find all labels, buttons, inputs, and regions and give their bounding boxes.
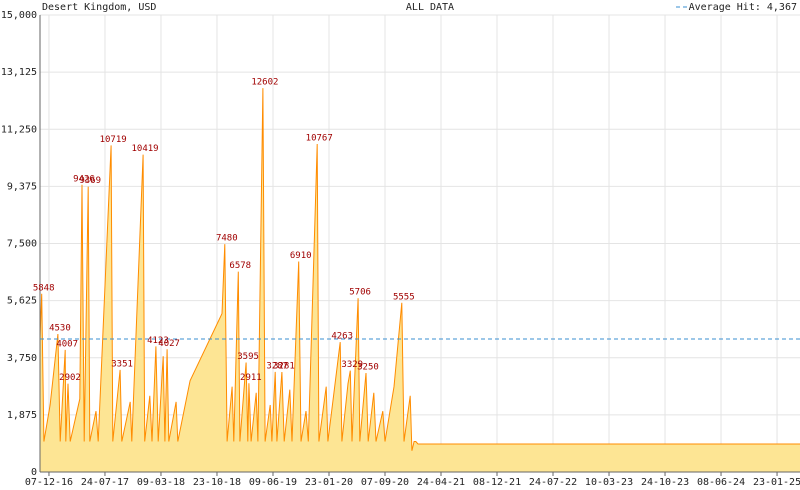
area-fill (40, 88, 800, 472)
data-label: 6910 (290, 251, 312, 261)
data-label: 6578 (229, 261, 251, 271)
x-tick-label: 24-07-17 (81, 477, 129, 488)
data-label: 3329 (341, 360, 363, 370)
area-line (39, 88, 800, 451)
x-tick-label: 23-01-20 (305, 477, 353, 488)
y-tick-label: 9,375 (7, 181, 37, 192)
y-tick-label: 11,250 (1, 124, 37, 135)
data-label: 10767 (306, 133, 333, 143)
data-label: 5555 (393, 292, 415, 302)
x-tick-label: 10-03-23 (585, 477, 633, 488)
x-tick-label: 09-03-18 (137, 477, 185, 488)
data-label: 4027 (158, 339, 180, 349)
x-tick-label: 07-12-16 (25, 477, 73, 488)
x-tick-label: 23-01-25 (753, 477, 800, 488)
data-label: 9369 (79, 176, 101, 186)
data-label: 3281 (273, 362, 295, 372)
data-label: 9426 (73, 174, 95, 184)
x-tick-label: 24-04-21 (417, 477, 465, 488)
y-tick-label: 0 (31, 467, 37, 478)
y-tick-label: 1,875 (7, 410, 37, 421)
x-tick-label: 09-06-19 (249, 477, 297, 488)
data-label: 10419 (132, 144, 159, 154)
data-label: 10719 (100, 135, 127, 145)
data-label: 4530 (49, 323, 71, 333)
y-tick-label: 15,000 (1, 10, 37, 21)
data-label: 4007 (56, 339, 78, 349)
data-label: 2911 (240, 373, 262, 383)
data-label: 2902 (59, 373, 81, 383)
chart-subtitle: Desert Kingdom, USD (42, 2, 156, 13)
y-tick-label: 13,125 (1, 67, 37, 78)
data-label: 3250 (357, 362, 379, 372)
data-label: 3351 (111, 359, 133, 369)
legend-label: Average Hit: 4,367 (689, 2, 797, 13)
x-tick-label: 24-10-23 (641, 477, 689, 488)
data-label: 3287 (266, 361, 288, 371)
data-label: 5706 (349, 288, 371, 298)
y-tick-label: 3,750 (7, 353, 37, 364)
data-label: 12602 (251, 78, 278, 88)
x-tick-label: 08-12-21 (473, 477, 521, 488)
data-label: 7480 (216, 234, 238, 244)
x-tick-label: 07-09-20 (361, 477, 409, 488)
data-label: 5848 (33, 283, 55, 293)
x-tick-label: 08-06-24 (697, 477, 745, 488)
data-label: 4263 (331, 332, 353, 342)
y-tick-label: 5,625 (7, 296, 37, 307)
x-tick-label: 24-07-22 (529, 477, 577, 488)
y-tick-label: 7,500 (7, 239, 37, 250)
chart-title: ALL DATA (406, 2, 454, 13)
data-label: 3595 (237, 352, 259, 362)
data-label: 4123 (147, 336, 169, 346)
x-tick-label: 23-10-18 (193, 477, 241, 488)
